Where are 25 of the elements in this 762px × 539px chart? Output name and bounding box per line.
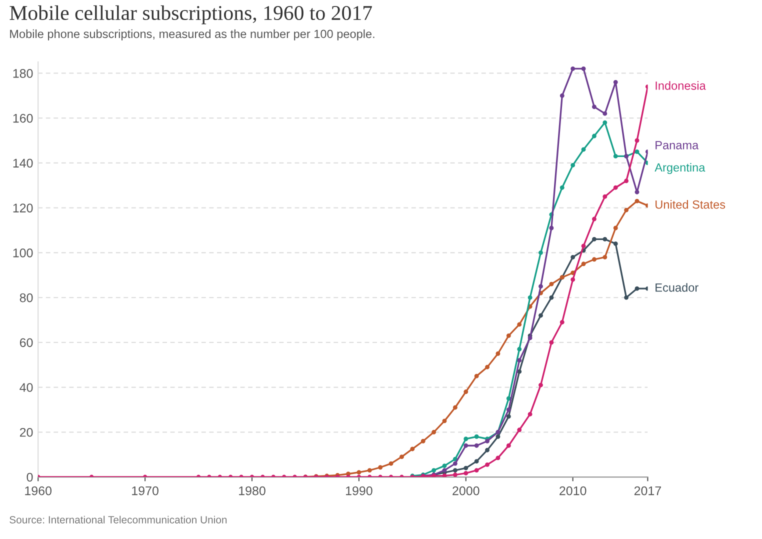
y-tick-label: 160 bbox=[13, 114, 33, 123]
y-tick-label: 180 bbox=[13, 69, 33, 78]
y-tick-label: 80 bbox=[20, 293, 33, 302]
source-note: Source: International Telecommunication Union bbox=[10, 516, 227, 524]
series-label: Panama bbox=[656, 141, 699, 150]
x-tick-label: 2000 bbox=[452, 486, 480, 496]
y-tick-label: 100 bbox=[13, 248, 33, 258]
x-tick-label: 2017 bbox=[634, 486, 661, 496]
chart-subtitle: Mobile phone subscriptions, measured as the number per 100 people. bbox=[10, 29, 374, 40]
y-tick-label: 120 bbox=[13, 204, 33, 212]
y-tick-label: 20 bbox=[20, 428, 33, 437]
y-tick-label: 60 bbox=[20, 338, 33, 348]
series-label: Indonesia bbox=[656, 81, 706, 90]
x-tick-label: 1960 bbox=[25, 486, 52, 496]
y-tick-label: 140 bbox=[13, 158, 33, 168]
y-tick-label: 0 bbox=[26, 472, 33, 482]
x-tick-label: 1980 bbox=[239, 486, 266, 496]
series-label: United States bbox=[656, 200, 726, 209]
series-label: Ecuador bbox=[656, 283, 698, 292]
chart-title: Mobile cellular subscriptions, 1960 to 2017 bbox=[10, 5, 372, 24]
x-tick-label: 1990 bbox=[346, 486, 372, 496]
x-tick-label: 1970 bbox=[132, 486, 158, 496]
series-label: Argentina bbox=[654, 162, 706, 174]
x-tick-label: 2010 bbox=[560, 486, 586, 496]
y-tick-label: 40 bbox=[20, 383, 33, 392]
